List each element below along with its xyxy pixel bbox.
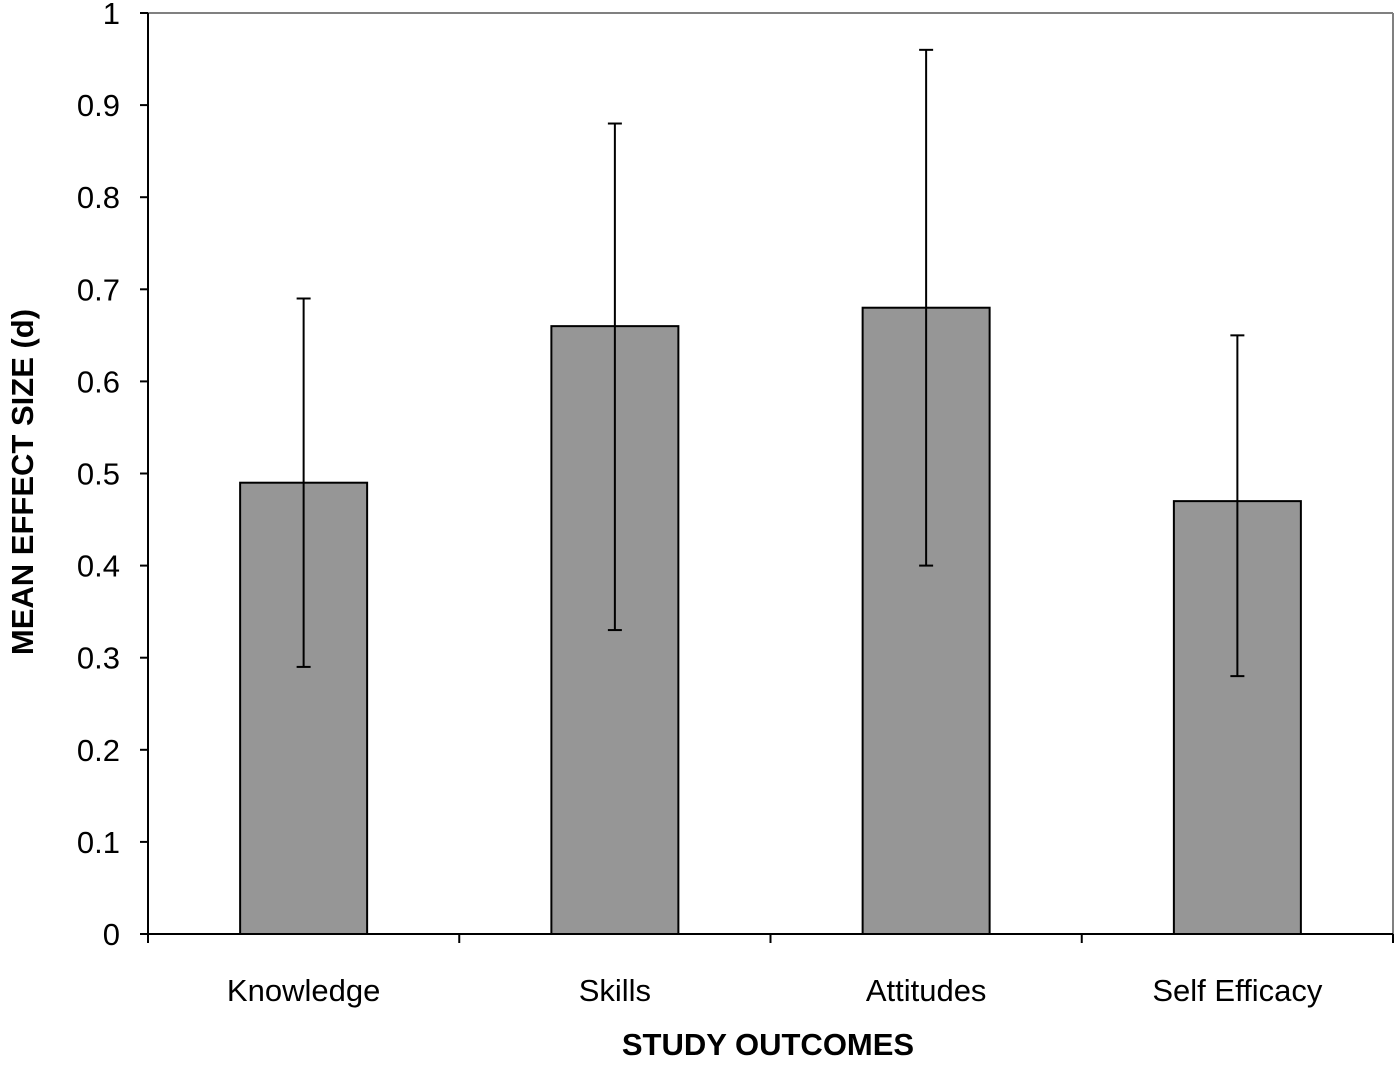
y-tick-label: 0.3 [77, 641, 120, 676]
y-axis-title: MEAN EFFECT SIZE (d) [5, 309, 40, 655]
y-tick-label: 0.5 [77, 457, 120, 492]
x-tick-label: Skills [579, 973, 651, 1008]
x-tick-label: Self Efficacy [1152, 973, 1323, 1008]
plot-frame [148, 12, 1394, 934]
y-tick-label: 0.1 [77, 825, 120, 860]
y-tick-label: 0.8 [77, 180, 120, 215]
y-ticks-group: 0 0.1 0.2 0.3 0.4 0.5 0.6 0.7 0.8 0.9 1 [77, 0, 148, 952]
x-tick-label: Attitudes [866, 973, 987, 1008]
x-tick-label: Knowledge [227, 973, 380, 1008]
y-tick-label: 0 [103, 917, 120, 952]
y-tick-label: 0.9 [77, 88, 120, 123]
y-tick-label: 0.6 [77, 364, 120, 399]
y-tick-label: 1 [103, 0, 120, 31]
x-axis-title: STUDY OUTCOMES [622, 1027, 914, 1062]
bars-group [239, 306, 1302, 936]
y-tick-label: 0.2 [77, 733, 120, 768]
y-tick-label: 0.7 [77, 272, 120, 307]
error-bars-group [296, 48, 1245, 678]
x-ticks-group: Knowledge Skills Attitudes Self Efficacy [147, 934, 1394, 1008]
y-tick-label: 0.4 [77, 549, 120, 584]
